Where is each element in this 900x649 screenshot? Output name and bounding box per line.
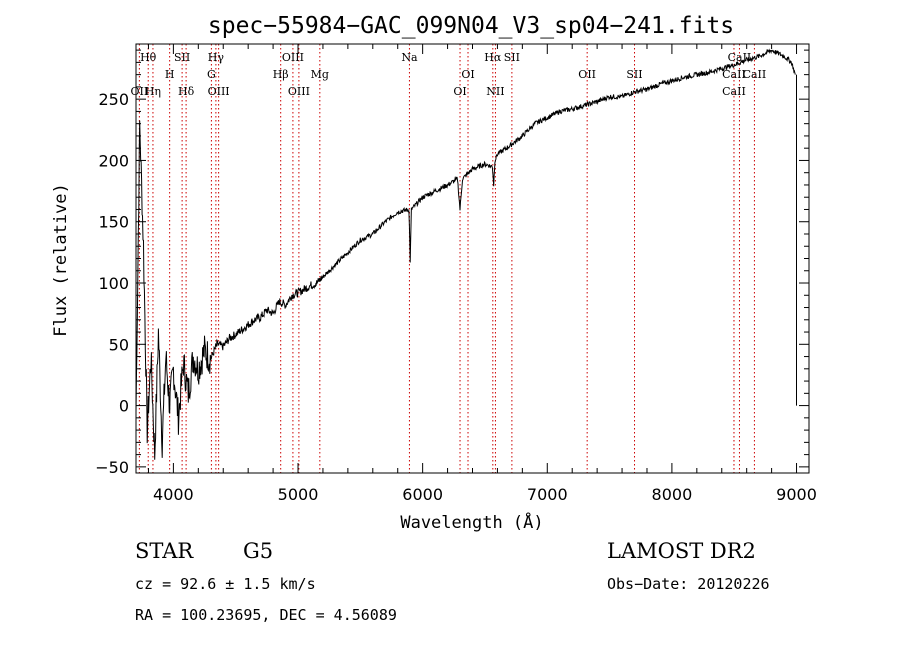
- x-tick-label: 5000: [278, 485, 319, 504]
- line-label: Hη: [145, 85, 161, 98]
- line-label: SII: [504, 51, 520, 64]
- line-label: G: [207, 68, 216, 81]
- object-class: STAR: [135, 539, 194, 563]
- y-tick-label: 250: [98, 90, 129, 109]
- y-tick-label: 0: [119, 397, 129, 416]
- observation-date: Obs−Date: 20120226: [607, 575, 770, 593]
- line-label: H: [165, 68, 175, 81]
- y-tick-label: 100: [98, 274, 129, 293]
- line-label: SII: [174, 51, 190, 64]
- redshift-velocity: cz = 92.6 ± 1.5 km/s: [135, 575, 316, 593]
- spectrum-series: [135, 48, 797, 460]
- chart-title: spec−55984−GAC_099N04_V3_sp04−241.fits: [208, 13, 734, 39]
- line-label: CaII: [722, 85, 746, 98]
- survey-name: LAMOST DR2: [607, 539, 756, 563]
- line-label: OI: [461, 68, 474, 81]
- line-label: Na: [401, 51, 418, 64]
- x-axis-title: Wavelength (Å): [400, 511, 543, 533]
- line-label: Hα: [484, 51, 502, 64]
- line-label: NII: [486, 85, 504, 98]
- line-label: OI: [453, 85, 466, 98]
- y-tick-label: 150: [98, 213, 129, 232]
- y-tick-label: 200: [98, 151, 129, 170]
- object-subclass: G5: [243, 539, 273, 563]
- x-tick-label: 9000: [776, 485, 817, 504]
- line-label: OIII: [288, 85, 310, 98]
- line-label: Hβ: [273, 68, 289, 81]
- spectral-line-markers: [138, 44, 755, 473]
- plot-frame: [135, 43, 810, 474]
- line-label: Hδ: [178, 85, 195, 98]
- y-tick-label: 50: [109, 335, 129, 354]
- y-axis-ticks: −50 0 50 100 150 200 250: [95, 49, 809, 477]
- line-label: CaII: [743, 68, 767, 81]
- line-label: Mg: [311, 68, 329, 81]
- line-label: SII: [626, 68, 642, 81]
- line-label: OIII: [208, 85, 230, 98]
- x-axis-ticks: 4000 5000 6000 7000 8000 9000: [147, 44, 817, 504]
- x-tick-label: 4000: [153, 485, 194, 504]
- line-label: Hγ: [208, 51, 225, 64]
- spectrum-line: [135, 48, 796, 460]
- line-label: OII: [578, 68, 596, 81]
- y-tick-label: −50: [95, 458, 129, 477]
- y-axis-title: Flux (relative): [51, 183, 71, 337]
- line-label: CaII: [722, 68, 746, 81]
- line-label: OII: [131, 85, 149, 98]
- x-tick-label: 6000: [402, 485, 443, 504]
- x-tick-label: 8000: [652, 485, 693, 504]
- spectral-line-labels: HθOIIHηHSIIHδHγGOIIIOIIIHβOIIIMgNaOIOIHα…: [131, 51, 767, 98]
- line-label: Hθ: [140, 51, 157, 64]
- line-label: OIII: [282, 51, 304, 64]
- coordinates: RA = 100.23695, DEC = 4.56089: [135, 606, 397, 624]
- x-tick-label: 7000: [527, 485, 568, 504]
- line-label: CaII: [728, 51, 752, 64]
